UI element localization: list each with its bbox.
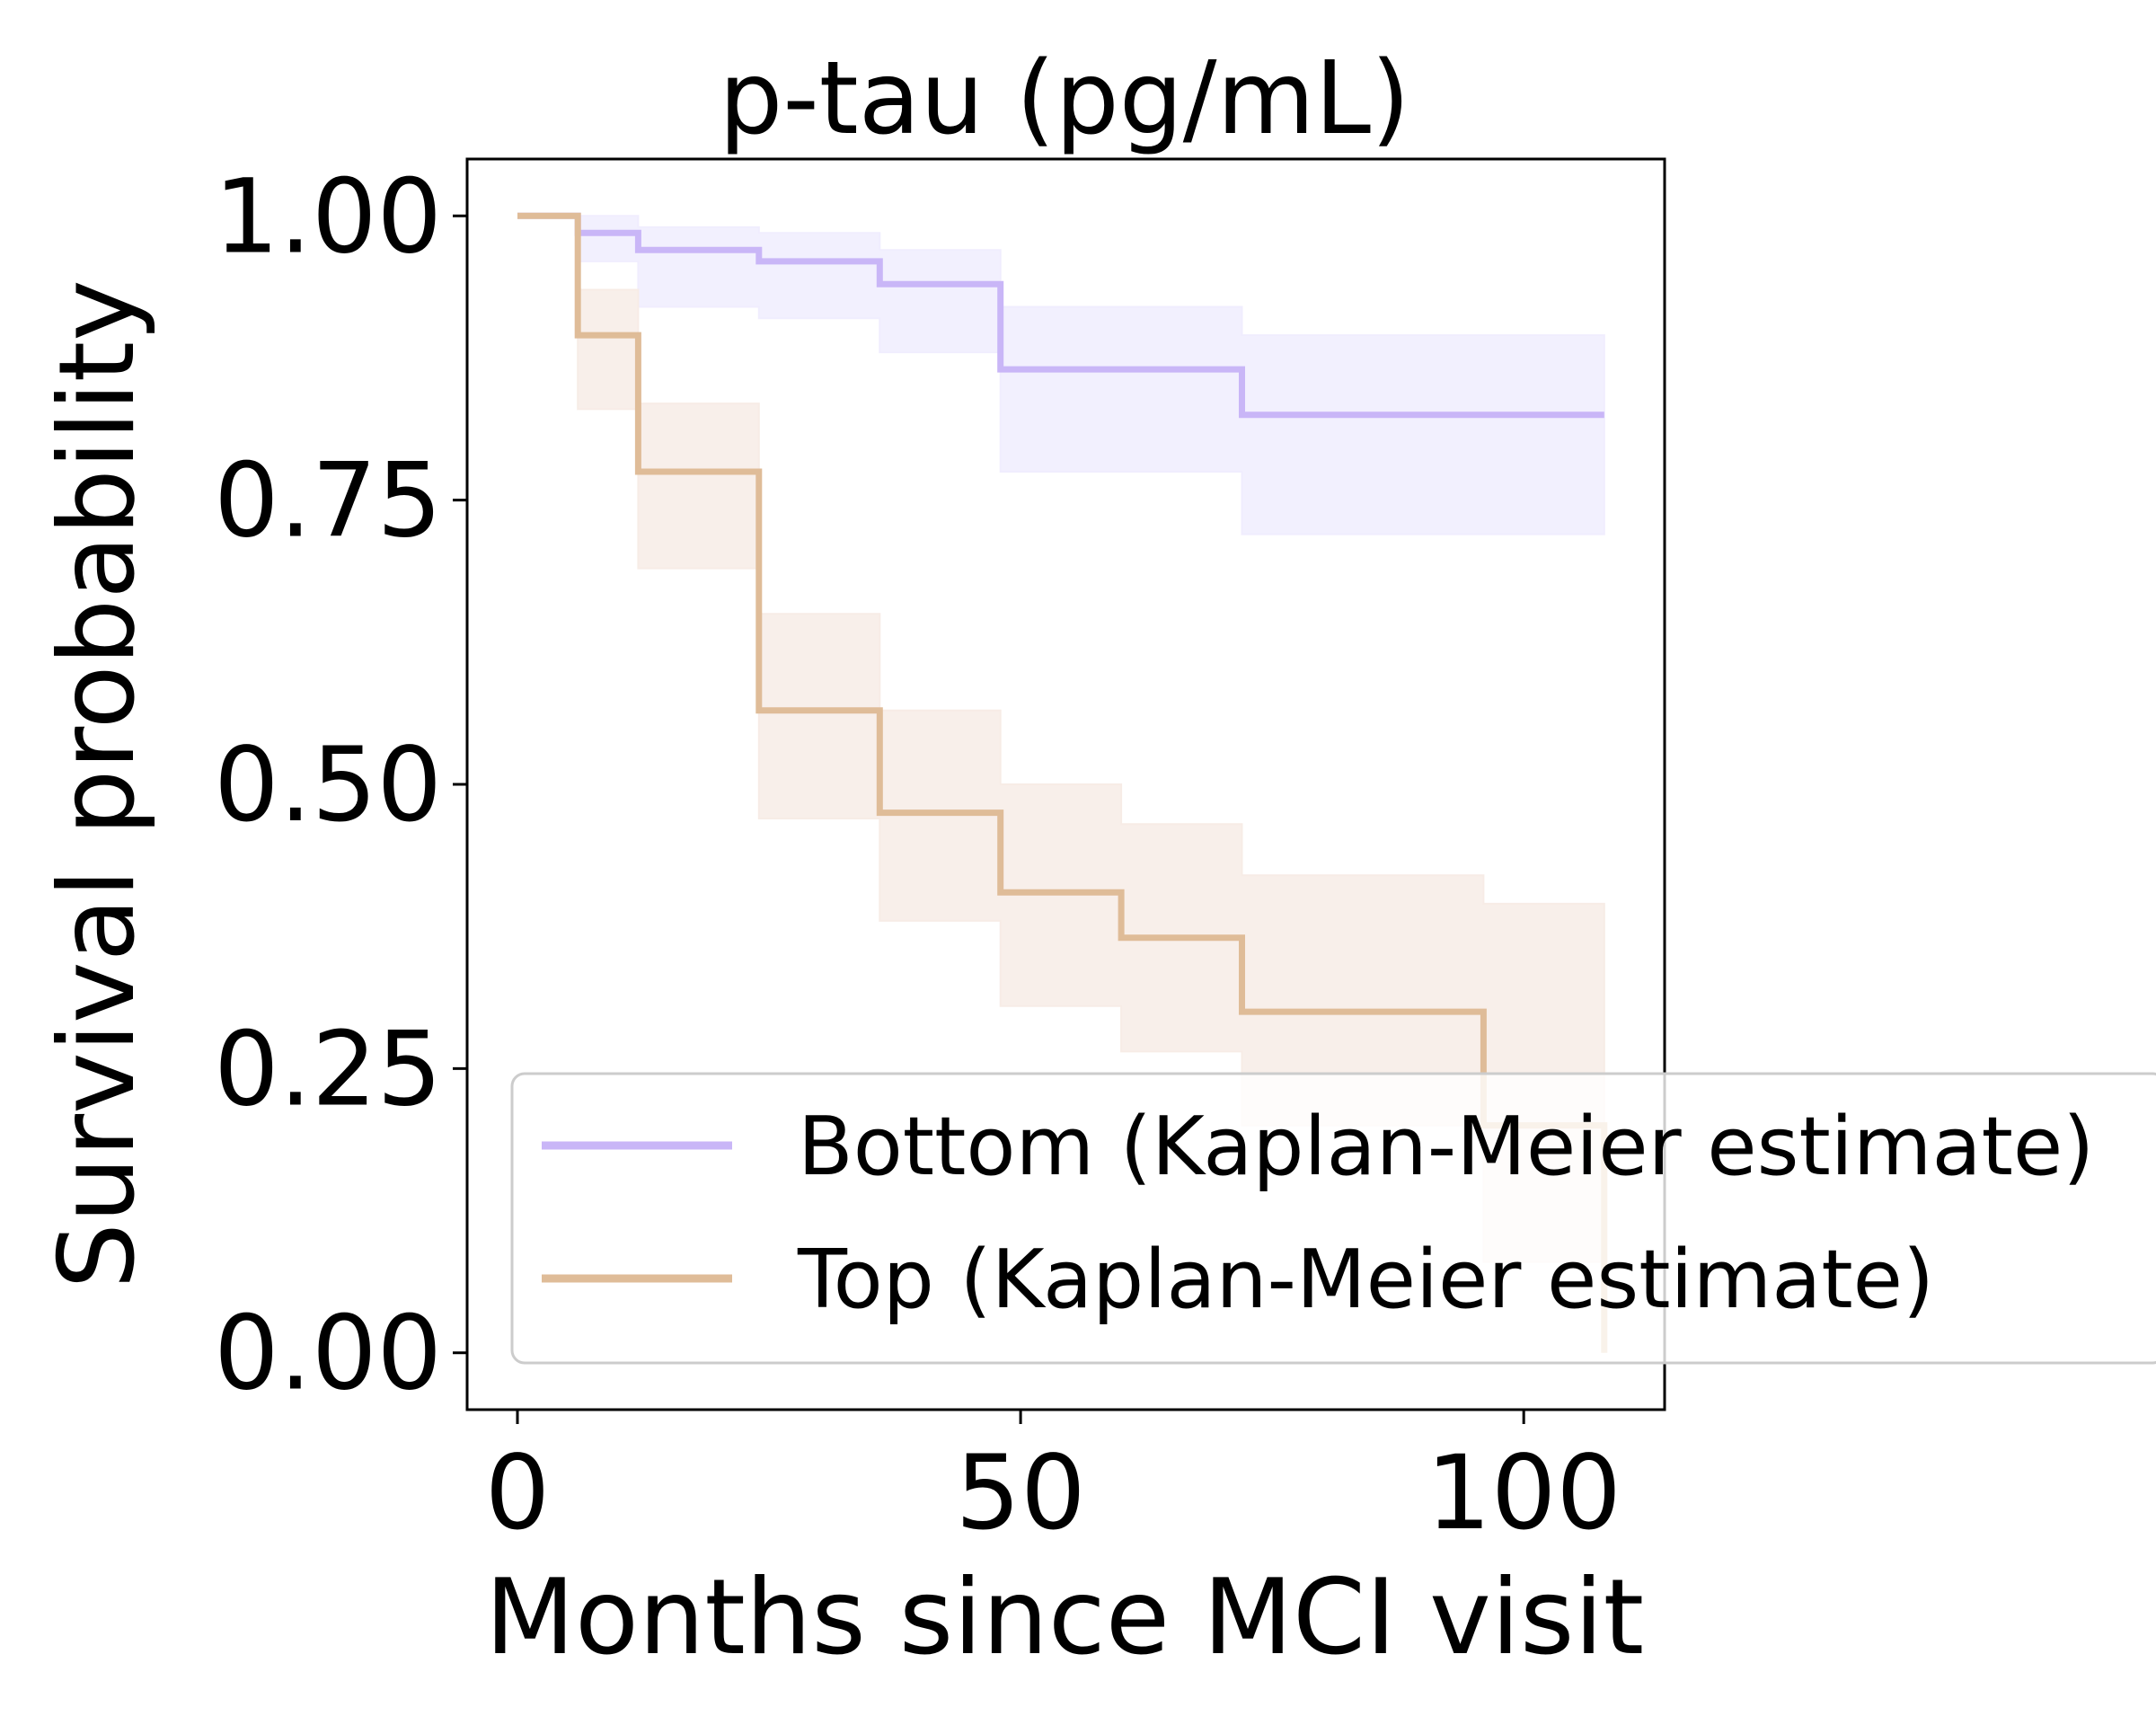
legend-label-bottom: Bottom (Kaplan-Meier estimate): [798, 1100, 2094, 1194]
survival-line-top: [517, 212, 1608, 1353]
y-axis-ticks: 0.00 0.25 0.50 0.75 1.00: [214, 156, 467, 1413]
y-tick-label: 0.50: [214, 725, 442, 845]
x-tick-label: 50: [956, 1433, 1086, 1552]
chart-title: p-tau (pg/mL): [719, 40, 1409, 157]
x-axis-label: Months since MCI visit: [485, 1557, 1644, 1678]
x-tick-label: 100: [1426, 1433, 1621, 1552]
y-tick-label: 1.00: [214, 156, 442, 276]
y-tick-label: 0.00: [214, 1294, 442, 1413]
legend-label-top: Top (Kaplan-Meier estimate): [797, 1233, 1934, 1327]
x-axis-ticks: 0 50 100: [485, 1410, 1621, 1552]
legend: Bottom (Kaplan-Meier estimate) Top (Kapla…: [510, 1072, 2156, 1365]
y-tick-label: 0.25: [214, 1009, 442, 1128]
confidence-band-bottom: [517, 215, 1605, 535]
y-tick-label: 0.75: [214, 441, 442, 561]
x-tick-label: 0: [485, 1433, 551, 1552]
y-axis-label: Survival probability: [37, 279, 158, 1288]
survival-curves: [517, 212, 1608, 1353]
survival-line-bottom: [517, 212, 1604, 419]
legend-box: [510, 1072, 2156, 1365]
